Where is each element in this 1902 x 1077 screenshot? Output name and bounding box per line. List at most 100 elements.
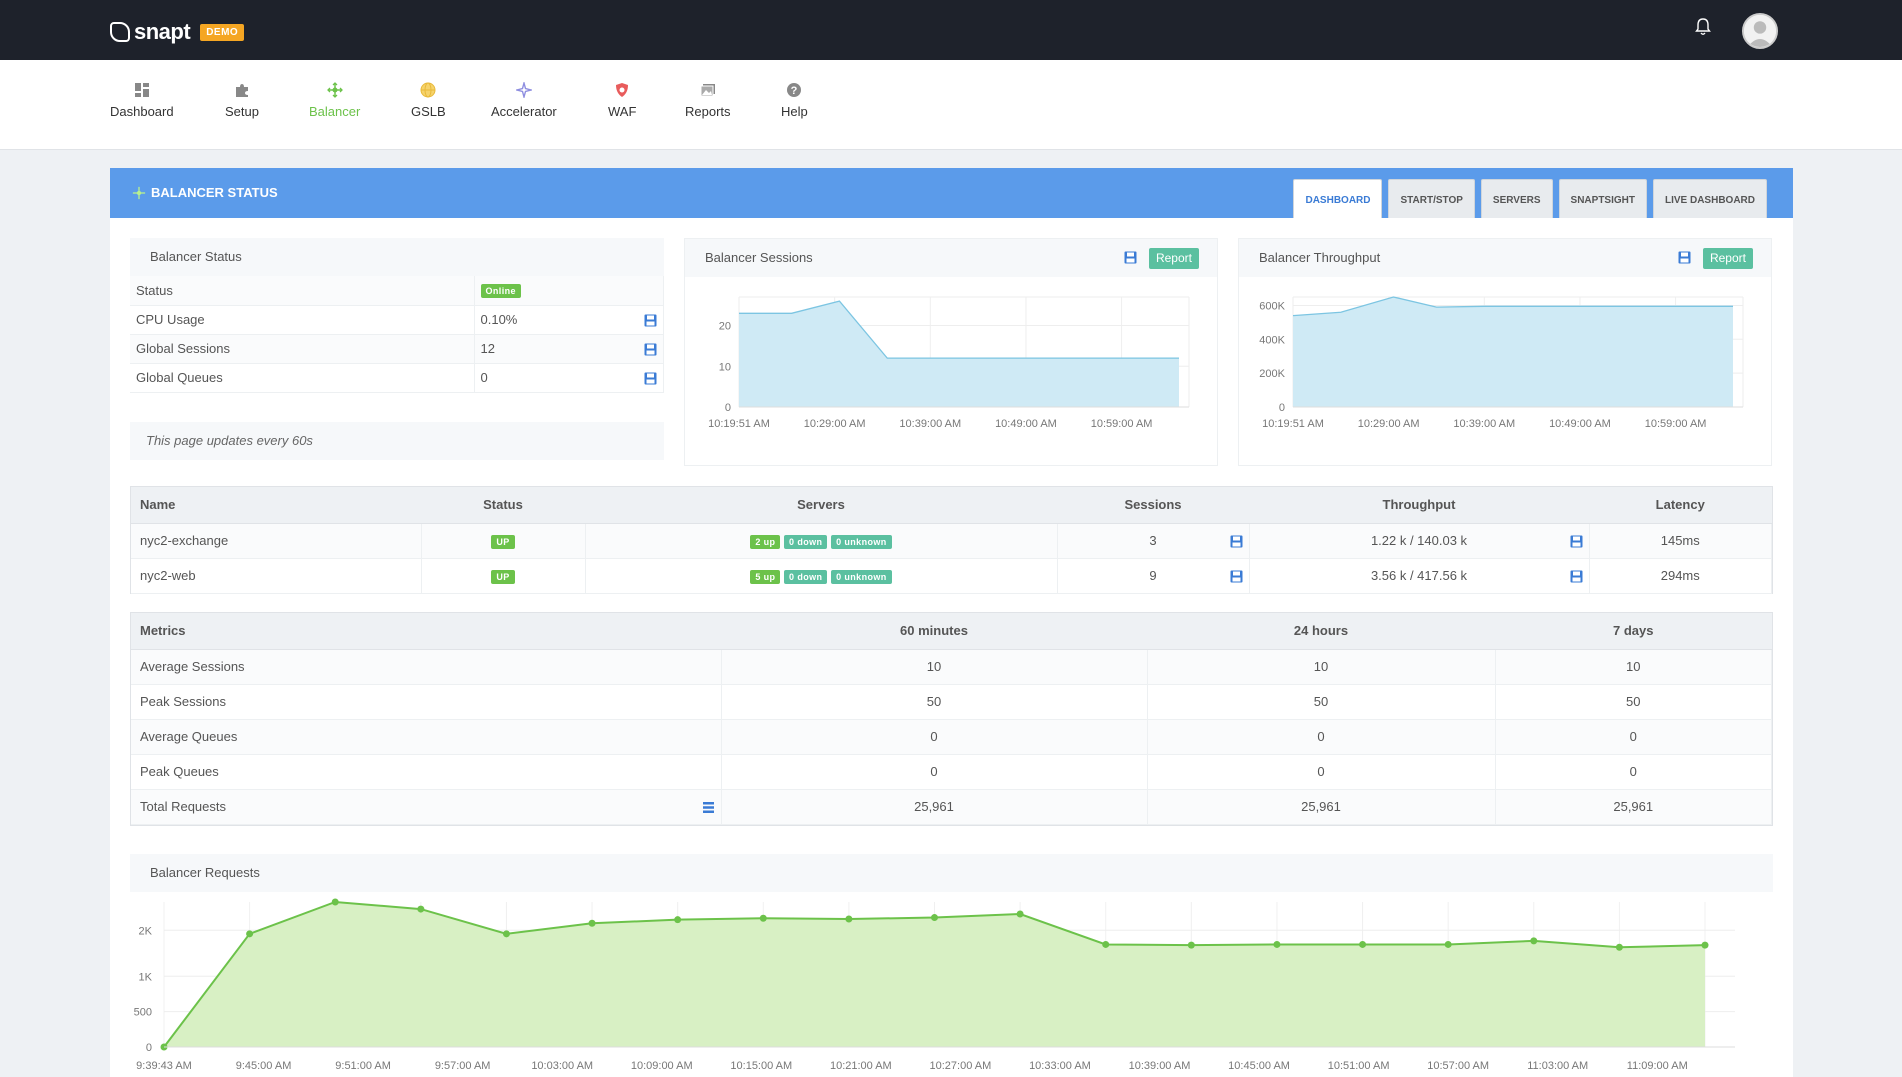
metric-24h: 0 bbox=[1147, 719, 1496, 755]
table-row: Average Sessions 10 10 10 bbox=[131, 649, 1772, 685]
col-metrics: Metrics bbox=[131, 613, 721, 650]
requests-card-title: Balancer Requests bbox=[130, 854, 1773, 892]
col-7-days: 7 days bbox=[1495, 613, 1772, 650]
x-tick-label: 10:57:00 AM bbox=[1427, 1060, 1489, 1072]
services-card: Name Status Servers Sessions Throughput … bbox=[130, 486, 1773, 594]
user-icon bbox=[1744, 15, 1776, 47]
metric-7d: 10 bbox=[1495, 649, 1772, 685]
y-tick-label: 0 bbox=[1279, 402, 1285, 414]
sessions-value-cell: 12 bbox=[474, 334, 664, 364]
metric-7d: 0 bbox=[1495, 754, 1772, 790]
data-point bbox=[1359, 940, 1367, 948]
nav-dashboard[interactable]: Dashboard bbox=[110, 82, 174, 119]
metric-label: Total Requests bbox=[140, 799, 226, 814]
queues-value-cell: 0 bbox=[474, 363, 664, 393]
nav-reports[interactable]: Reports bbox=[685, 82, 731, 119]
tab-snaptsight[interactable]: SNAPTSIGHT bbox=[1558, 179, 1647, 218]
metric-60m: 0 bbox=[721, 754, 1148, 790]
main-nav: Dashboard Setup Balancer GSLB Accelerato… bbox=[0, 60, 1902, 150]
save-icon[interactable] bbox=[644, 343, 657, 356]
nav-gslb[interactable]: GSLB bbox=[411, 82, 446, 119]
col-status: Status bbox=[421, 487, 585, 524]
throughput-value: 1.22 k / 140.03 k bbox=[1370, 533, 1468, 548]
tab-start-stop[interactable]: START/STOP bbox=[1388, 179, 1475, 218]
requests-card: Balancer Requests 0 500 1K 2K 9:39:43 AM 9:45… bbox=[130, 854, 1773, 1077]
save-icon[interactable] bbox=[644, 314, 657, 327]
status-table: Status Online CPU Usage 0.10% Global Ses… bbox=[130, 276, 664, 393]
panel-tabs: DASHBOARD START/STOP SERVERS SNAPTSIGHT … bbox=[1293, 179, 1767, 218]
sessions-row: Global Sessions 12 bbox=[130, 334, 664, 364]
table-row[interactable]: nyc2-web UP 5 up 0 down 0 unknown 9 3.56… bbox=[131, 558, 1772, 594]
panel-title-text: BALANCER STATUS bbox=[151, 185, 278, 200]
nav-help[interactable]: ? Help bbox=[781, 82, 808, 119]
tab-dashboard[interactable]: DASHBOARD bbox=[1293, 179, 1383, 218]
images-icon bbox=[700, 84, 715, 97]
nav-waf[interactable]: WAF bbox=[608, 82, 636, 119]
servers-up-badge: 2 up bbox=[750, 534, 781, 549]
save-icon[interactable] bbox=[1230, 535, 1243, 548]
throughput-report-button[interactable]: Report bbox=[1702, 248, 1753, 269]
col-throughput: Throughput bbox=[1249, 487, 1589, 524]
metric-24h: 50 bbox=[1147, 684, 1496, 720]
x-tick-label: 9:45:00 AM bbox=[236, 1060, 292, 1072]
queues-value: 0 bbox=[480, 370, 488, 385]
table-row: Peak Sessions 50 50 50 bbox=[131, 684, 1772, 720]
metric-60m: 10 bbox=[721, 649, 1148, 685]
bell-icon[interactable] bbox=[1695, 18, 1711, 36]
balancer-status-panel: BALANCER STATUS DASHBOARD START/STOP SER… bbox=[110, 168, 1793, 1077]
x-tick-label: 10:49:00 AM bbox=[995, 418, 1057, 430]
table-row[interactable]: nyc2-exchange UP 2 up 0 down 0 unknown 3… bbox=[131, 523, 1772, 559]
nav-setup[interactable]: Setup bbox=[225, 82, 259, 119]
service-name[interactable]: nyc2-web bbox=[131, 558, 422, 594]
x-tick-label: 10:39:00 AM bbox=[1453, 418, 1515, 430]
help-icon: ? bbox=[787, 83, 802, 97]
sessions-value: 9 bbox=[1149, 568, 1157, 583]
throughput-card-header: Balancer Throughput Report bbox=[1239, 239, 1771, 277]
metric-7d: 0 bbox=[1495, 719, 1772, 755]
save-icon[interactable] bbox=[1570, 535, 1583, 548]
data-point bbox=[759, 914, 767, 922]
metrics-header-row: Metrics 60 minutes 24 hours 7 days bbox=[131, 613, 1772, 650]
x-tick-label: 10:51:00 AM bbox=[1328, 1060, 1390, 1072]
nav-accelerator[interactable]: Accelerator bbox=[491, 82, 557, 119]
y-tick-label: 200K bbox=[1259, 368, 1285, 380]
latency-cell: 145ms bbox=[1589, 523, 1772, 559]
throughput-card-title: Balancer Throughput bbox=[1259, 250, 1381, 265]
servers-up-badge: 5 up bbox=[750, 569, 781, 584]
save-icon[interactable] bbox=[644, 372, 657, 385]
data-point bbox=[1016, 910, 1024, 918]
x-tick-label: 10:29:00 AM bbox=[1358, 418, 1420, 430]
data-point bbox=[1701, 941, 1709, 949]
save-icon[interactable] bbox=[1230, 570, 1243, 583]
service-name[interactable]: nyc2-exchange bbox=[131, 523, 422, 559]
list-icon[interactable] bbox=[702, 801, 715, 814]
metric-label: Peak Sessions bbox=[131, 684, 722, 720]
throughput-cell: 3.56 k / 417.56 k bbox=[1249, 558, 1590, 594]
save-icon[interactable] bbox=[1124, 251, 1137, 264]
nav-label: Help bbox=[781, 104, 808, 119]
x-tick-label: 10:19:51 AM bbox=[708, 418, 770, 430]
queues-label: Global Queues bbox=[130, 363, 475, 393]
x-tick-label: 11:03:00 AM bbox=[1527, 1060, 1588, 1072]
throughput-card: Balancer Throughput Report 10:19:51 AM 10… bbox=[1238, 238, 1772, 466]
tab-live-dashboard[interactable]: LIVE DASHBOARD bbox=[1652, 179, 1767, 218]
online-badge: Online bbox=[480, 284, 521, 299]
service-status-cell: UP bbox=[421, 558, 586, 594]
data-point bbox=[331, 898, 339, 906]
balancer-icon bbox=[326, 82, 343, 98]
update-note: This page updates every 60s bbox=[130, 422, 664, 460]
series-line bbox=[1292, 296, 1733, 317]
nav-balancer[interactable]: Balancer bbox=[309, 82, 360, 119]
status-badge: UP bbox=[491, 569, 515, 584]
service-status-cell: UP bbox=[421, 523, 586, 559]
save-icon[interactable] bbox=[1570, 570, 1583, 583]
user-avatar[interactable] bbox=[1742, 13, 1778, 49]
save-icon[interactable] bbox=[1678, 251, 1691, 264]
nav-label: Balancer bbox=[309, 104, 361, 119]
tab-servers[interactable]: SERVERS bbox=[1480, 179, 1553, 218]
brand-logo[interactable]: snapt DEMO bbox=[110, 19, 245, 45]
sessions-report-button[interactable]: Report bbox=[1148, 248, 1199, 269]
balancer-icon bbox=[132, 186, 146, 199]
demo-badge: DEMO bbox=[200, 23, 245, 41]
requests-chart: 0 500 1K 2K 9:39:43 AM 9:45:00 AM 9:51:00 AM 9:… bbox=[134, 898, 1735, 1072]
